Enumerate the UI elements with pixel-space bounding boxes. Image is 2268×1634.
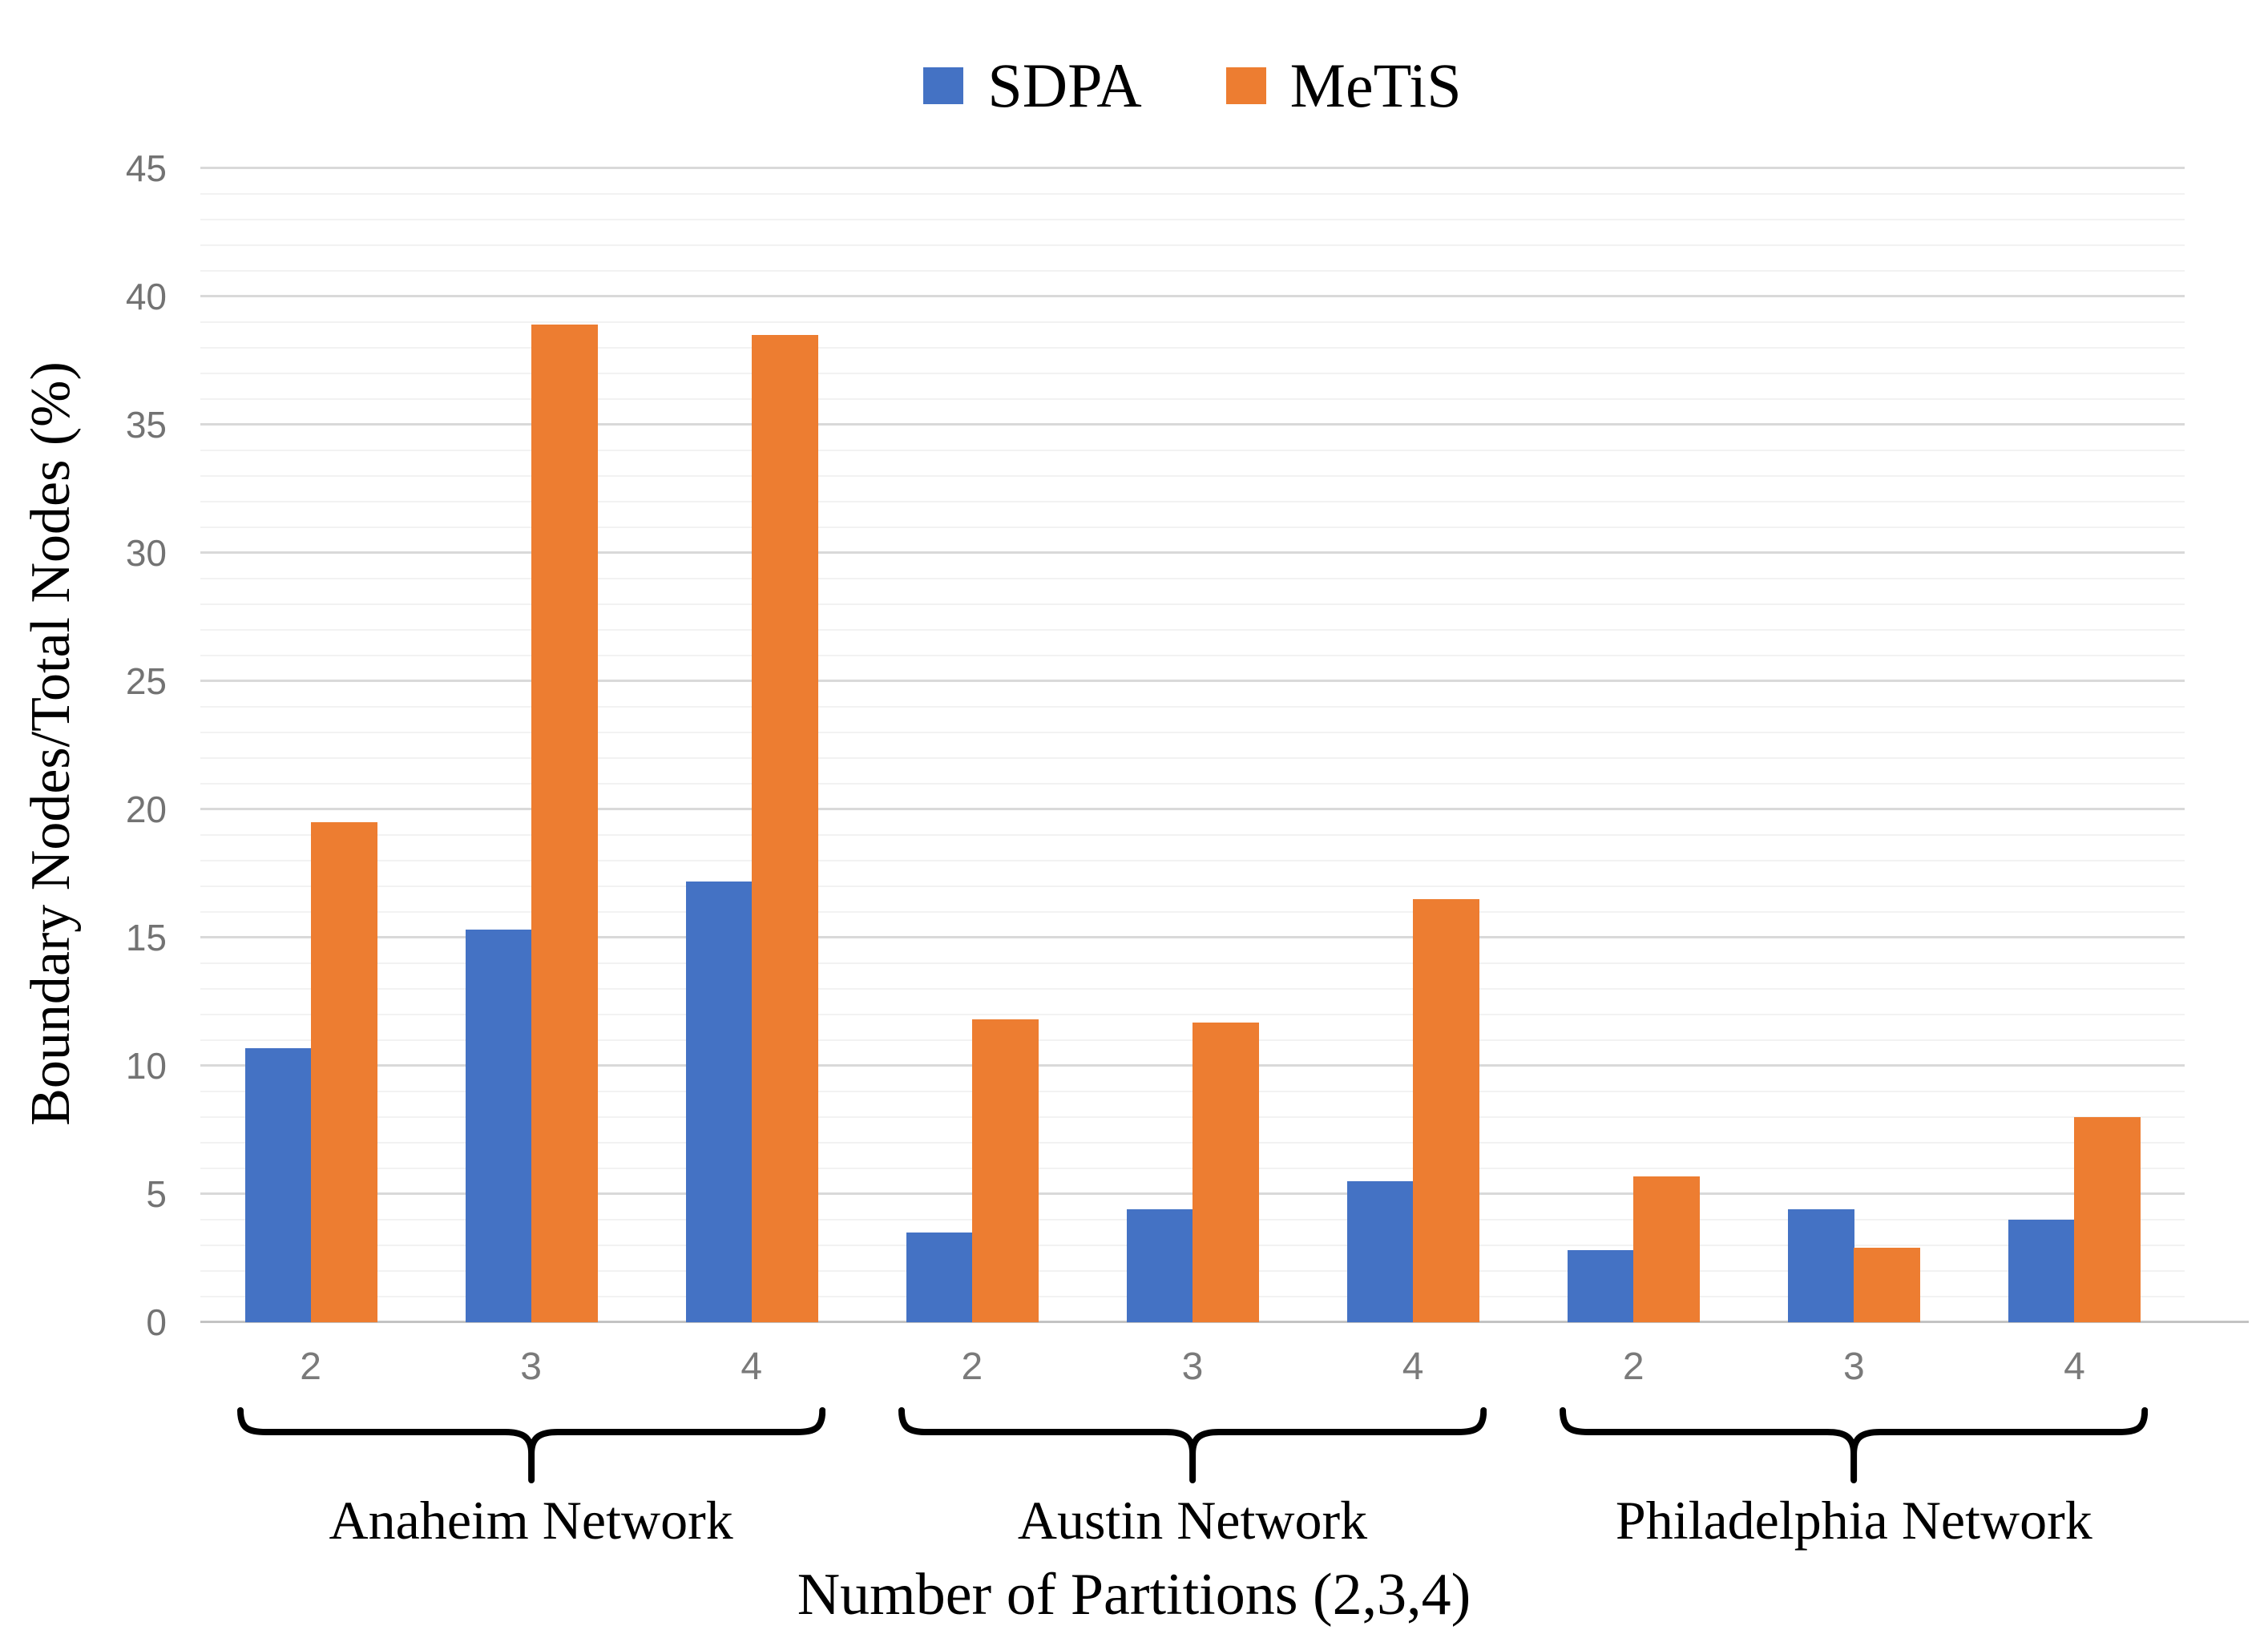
x-tick-label: 2 [961,1346,983,1388]
y-tick-label: 0 [146,1301,167,1343]
minor-gridline [200,757,2185,759]
minor-gridline [200,706,2185,708]
bar-sdpa [1347,1181,1414,1322]
minor-gridline [200,1014,2185,1015]
x-tick-label: 4 [741,1346,763,1388]
x-tick-label: 3 [1181,1346,1204,1388]
group-bracket [236,1407,825,1483]
x-tick-label: 3 [520,1346,542,1388]
group-label: Anaheim Network [329,1490,733,1551]
major-gridline [200,551,2185,554]
y-tick-label: 20 [125,789,167,830]
y-axis-title: Boundary Nodes/Total Nodes (%) [20,361,82,1126]
y-tick-label: 35 [125,404,167,446]
x-tick-label: 2 [1622,1346,1645,1388]
major-gridline [200,295,2185,297]
group-bracket [898,1407,1487,1483]
bar-sdpa [2008,1220,2076,1322]
minor-gridline [200,398,2185,400]
minor-gridline [200,475,2185,477]
x-tick-label: 3 [1842,1346,1865,1388]
bar-metis [751,335,818,1322]
y-tick-label: 45 [125,147,167,189]
legend-swatch-icon [923,67,964,104]
bar-sdpa [685,881,753,1322]
bar-sdpa [906,1233,973,1322]
bar-metis [531,325,598,1322]
minor-gridline [200,988,2185,990]
x-tick-label: 2 [300,1346,321,1388]
major-gridline [200,167,2185,169]
bar-sdpa [1788,1209,1855,1322]
minor-gridline [200,911,2185,913]
y-tick-label: 40 [125,276,167,317]
bar-sdpa [1127,1209,1193,1322]
minor-gridline [200,193,2185,195]
y-tick-label: 5 [146,1173,167,1215]
major-gridline [200,680,2185,682]
x-axis-title: Number of Partitions (2,3,4) [797,1562,1471,1628]
minor-gridline [200,629,2185,631]
minor-gridline [200,321,2185,323]
y-tick-label: 30 [125,532,167,574]
bar-metis [1193,1022,1259,1322]
y-tick-label: 15 [125,917,167,958]
minor-gridline [200,244,2185,246]
minor-gridline [200,527,2185,528]
legend-label: SDPA [987,50,1142,120]
group-label: Austin Network [1017,1490,1368,1551]
group-label: Philadelphia Network [1615,1490,2092,1551]
y-tick-label: 10 [125,1045,167,1087]
legend: SDPA MeTiS [200,42,2185,130]
x-tick-label: 4 [1402,1346,1424,1388]
minor-gridline [200,219,2185,220]
bar-metis [310,822,377,1322]
major-gridline [200,423,2185,426]
major-gridline [200,808,2185,810]
major-gridline [200,936,2185,938]
group-bracket [1560,1407,2149,1483]
minor-gridline [200,783,2185,785]
bar-sdpa [244,1047,312,1322]
minor-gridline [200,347,2185,349]
bar-metis [971,1019,1039,1322]
minor-gridline [200,962,2185,964]
minor-gridline [200,450,2185,451]
minor-gridline [200,732,2185,733]
minor-gridline [200,860,2185,861]
legend-label: MeTiS [1289,50,1462,120]
legend-swatch-icon [1225,67,1266,104]
legend-item-metis: MeTiS [1225,50,1462,120]
bar-sdpa [1568,1250,1635,1322]
legend-item-sdpa: SDPA [923,50,1142,120]
plot-area [200,167,2249,1323]
bar-metis [1854,1248,1921,1322]
minor-gridline [200,603,2185,605]
x-tick-label: 4 [2064,1346,2085,1388]
minor-gridline [200,501,2185,502]
minor-gridline [200,655,2185,656]
minor-gridline [200,834,2185,836]
bar-sdpa [465,930,532,1322]
minor-gridline [200,578,2185,579]
minor-gridline [200,373,2185,374]
bar-metis [1633,1176,1701,1322]
bar-metis [2074,1117,2141,1322]
minor-gridline [200,270,2185,272]
minor-gridline [200,886,2185,887]
bar-metis [1413,899,1480,1322]
y-tick-label: 25 [125,660,167,702]
